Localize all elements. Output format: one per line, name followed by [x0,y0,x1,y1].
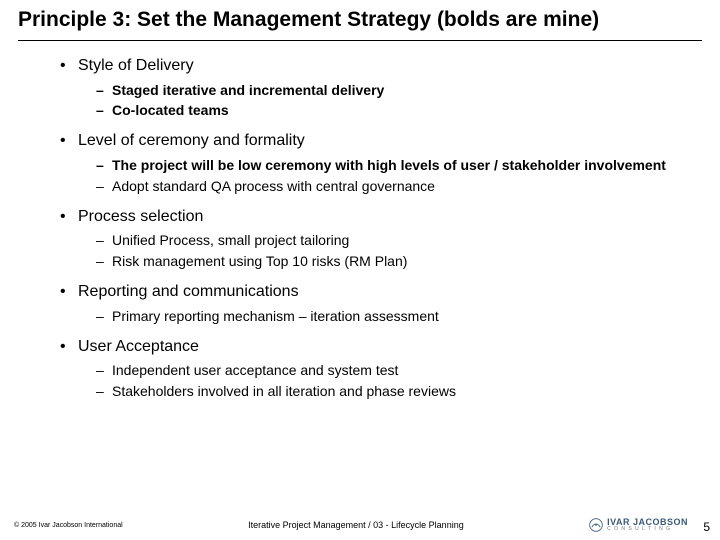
sub-list: –The project will be low ceremony with h… [96,156,680,196]
bullet-text: Reporting and communications [78,281,299,303]
sub-list-item: –Risk management using Top 10 risks (RM … [96,252,680,271]
bullet-icon: • [60,209,78,225]
sub-list-item: –Independent user acceptance and system … [96,361,680,380]
sub-bullet-text: Adopt standard QA process with central g… [112,177,680,196]
list-item: •Style of Delivery –Staged iterative and … [60,55,680,120]
dash-icon: – [96,308,112,324]
slide-title: Principle 3: Set the Management Strategy… [18,8,702,32]
dash-icon: – [96,102,112,118]
bullet-text: Process selection [78,206,203,228]
dash-icon: – [96,157,112,173]
sub-list-item: –Adopt standard QA process with central … [96,177,680,196]
sub-bullet-text: Unified Process, small project tailoring [112,231,680,250]
sub-list-item: –Staged iterative and incremental delive… [96,81,680,100]
sub-bullet-text: Co-located teams [112,101,680,120]
sub-list-item: –The project will be low ceremony with h… [96,156,680,175]
dash-icon: – [96,232,112,248]
content-area: •Style of Delivery–Staged iterative and … [0,41,720,401]
dash-icon: – [96,383,112,399]
sub-bullet-text: The project will be low ceremony with hi… [112,156,680,175]
dash-icon: – [96,253,112,269]
logo: IVAR JACOBSON C O N S U L T I N G [589,518,688,532]
sub-list-item: –Stakeholders involved in all iteration … [96,382,680,401]
list-item: •Level of ceremony and formality –The pro… [60,130,680,195]
dash-icon: – [96,178,112,194]
sub-list-item: –Primary reporting mechanism – iteration… [96,307,680,326]
footer-center-text: Iterative Project Management / 03 - Life… [123,520,589,530]
logo-text: IVAR JACOBSON C O N S U L T I N G [607,518,688,532]
logo-sub: C O N S U L T I N G [607,527,688,532]
bullet-text: User Acceptance [78,336,199,358]
slide: { "title": "Principle 3: Set the Managem… [0,0,720,540]
list-item: •User Acceptance –Independent user accept… [60,336,680,401]
bullet-icon: • [60,133,78,149]
bullet-icon: • [60,339,78,355]
copyright-text: © 2005 Ivar Jacobson International [14,522,123,529]
sub-list: –Staged iterative and incremental delive… [96,81,680,121]
dash-icon: – [96,362,112,378]
sub-bullet-text: Stakeholders involved in all iteration a… [112,382,680,401]
bullet-icon: • [60,284,78,300]
sub-bullet-text: Staged iterative and incremental deliver… [112,81,680,100]
bullet-text: Style of Delivery [78,55,194,77]
bullet-list: •Style of Delivery–Staged iterative and … [60,55,680,401]
title-bar: Principle 3: Set the Management Strategy… [0,0,720,36]
sub-bullet-text: Independent user acceptance and system t… [112,361,680,380]
footer: © 2005 Ivar Jacobson International Itera… [0,518,720,532]
sub-list-item: –Unified Process, small project tailorin… [96,231,680,250]
bullet-icon: • [60,58,78,74]
list-item: •Process selection –Unified Process, smal… [60,206,680,271]
sub-list: –Independent user acceptance and system … [96,361,680,401]
sub-list: –Primary reporting mechanism – iteration… [96,307,680,326]
sub-list-item: –Co-located teams [96,101,680,120]
dash-icon: – [96,82,112,98]
logo-icon [589,518,603,532]
page-number: 5 [703,520,710,534]
bullet-text: Level of ceremony and formality [78,130,305,152]
sub-bullet-text: Primary reporting mechanism – iteration … [112,307,680,326]
list-item: •Reporting and communications –Primary re… [60,281,680,325]
sub-bullet-text: Risk management using Top 10 risks (RM P… [112,252,680,271]
sub-list: –Unified Process, small project tailorin… [96,231,680,271]
